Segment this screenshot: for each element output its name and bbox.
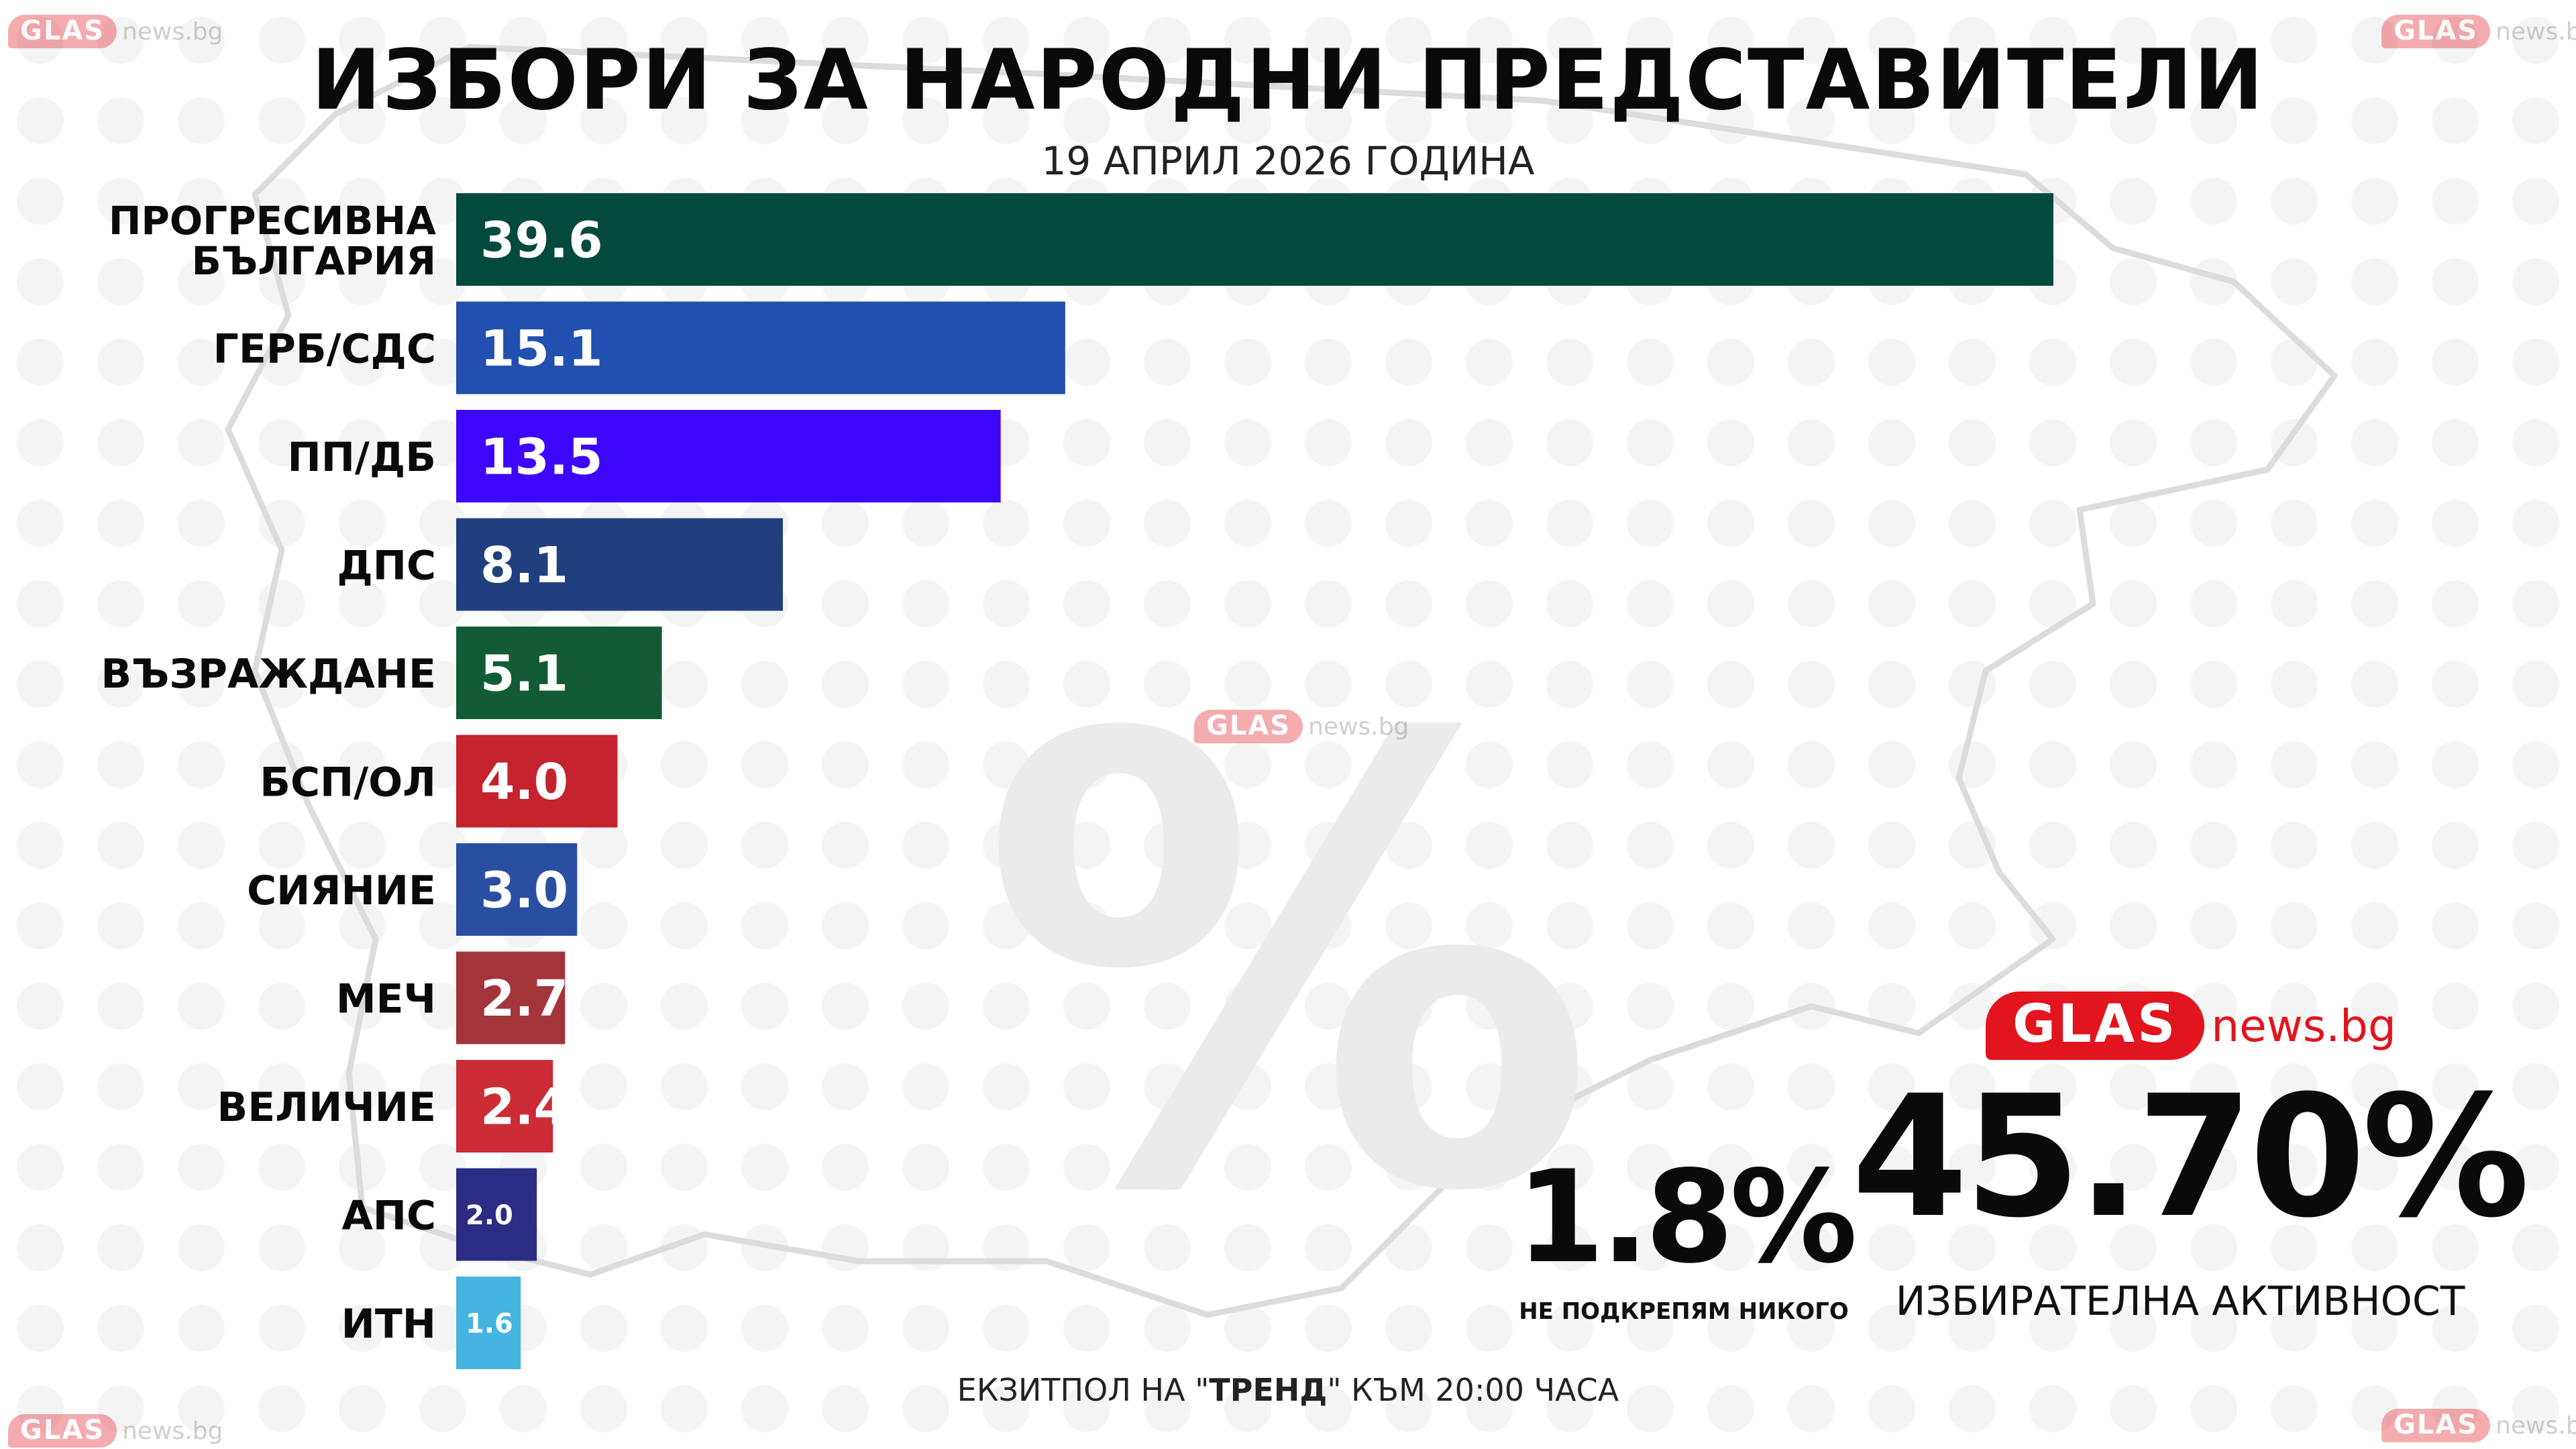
category-label: СИЯНИЕ bbox=[247, 867, 436, 914]
bar-value-label: 8.1 bbox=[480, 537, 568, 594]
category-label: ПП/ДБ bbox=[287, 434, 436, 481]
bar-величие bbox=[456, 1060, 553, 1152]
watermark-logo: GLAS bbox=[8, 1414, 117, 1448]
chart-subtitle: 19 АПРИЛ 2026 ГОДИНА bbox=[1041, 138, 1535, 184]
bar-value-label: 2.4 bbox=[480, 1079, 568, 1136]
percent-watermark: % bbox=[979, 608, 1597, 1326]
none-support-value: 1.8% bbox=[1516, 1143, 1858, 1291]
watermark-logo: GLAS bbox=[8, 15, 117, 48]
bar-value-label: 13.5 bbox=[480, 429, 603, 486]
brand-logo-pill: GLAS bbox=[1986, 991, 2205, 1060]
bar-меч bbox=[456, 951, 566, 1044]
bar-value-label: 4.0 bbox=[480, 753, 568, 811]
bar-пп-дб bbox=[456, 410, 1001, 502]
turnout-value: 45.70% bbox=[1851, 1059, 2530, 1254]
footnote-prefix: ЕКЗИТПОЛ НА " bbox=[957, 1372, 1210, 1408]
bar-value-label: 2.7 bbox=[480, 970, 568, 1028]
bar-value-label: 15.1 bbox=[480, 320, 603, 378]
watermark-bottom-right: GLAS news.bg bbox=[2381, 1409, 2576, 1442]
none-support-label: НЕ ПОДКРЕПЯМ НИКОГО bbox=[1519, 1298, 1849, 1325]
bar-дпс bbox=[456, 518, 784, 611]
watermark-top-right: GLAS news.bg bbox=[2381, 15, 2576, 48]
source-footnote: ЕКЗИТПОЛ НА "ТРЕНД" КЪМ 20:00 ЧАСА bbox=[0, 1372, 2576, 1408]
category-label: ИТН bbox=[341, 1301, 436, 1348]
category-label: ВЕЛИЧИЕ bbox=[217, 1084, 436, 1131]
bar-сияние bbox=[456, 843, 578, 936]
watermark-suffix: news.bg bbox=[122, 1417, 223, 1445]
bar-итн bbox=[456, 1277, 521, 1369]
watermark-top-left: GLAS news.bg bbox=[8, 15, 223, 48]
bar-апс bbox=[456, 1168, 537, 1261]
category-label: ДПС bbox=[337, 543, 436, 590]
watermark-suffix: news.bg bbox=[122, 17, 223, 46]
bar-value-label: 39.6 bbox=[480, 212, 603, 270]
watermark-logo: GLAS bbox=[2381, 15, 2491, 48]
watermark-logo: GLAS bbox=[2381, 1409, 2491, 1442]
category-label: АПС bbox=[341, 1193, 436, 1240]
watermark-logo: GLAS bbox=[1194, 710, 1303, 743]
footnote-source: ТРЕНД bbox=[1209, 1372, 1328, 1408]
watermark-suffix: news.bg bbox=[2496, 17, 2576, 46]
bar-value-label: 1.6 bbox=[466, 1308, 513, 1339]
chart-title: ИЗБОРИ ЗА НАРОДНИ ПРЕДСТАВИТЕЛИ bbox=[311, 32, 2265, 129]
brand-logo: GLAS news.bg bbox=[1986, 991, 2396, 1060]
category-label: ВЪЗРАЖДАНЕ bbox=[101, 651, 436, 698]
footnote-suffix: " КЪМ 20:00 ЧАСА bbox=[1327, 1372, 1619, 1408]
category-label: МЕЧ bbox=[336, 976, 436, 1023]
bar-герб-сдс bbox=[456, 301, 1065, 394]
bar-възраждане bbox=[456, 627, 662, 719]
watermark-bottom-left: GLAS news.bg bbox=[8, 1414, 223, 1448]
category-label: БСП/ОЛ bbox=[260, 759, 436, 806]
category-label: ГЕРБ/СДС bbox=[213, 326, 436, 373]
turnout-label: ИЗБИРАТЕЛНА АКТИВНОСТ bbox=[1895, 1278, 2465, 1325]
watermark-center: GLAS news.bg bbox=[1194, 710, 1409, 743]
bar-value-label: 5.1 bbox=[480, 645, 568, 703]
category-label: ПРОГРЕСИВНА БЪЛГАРИЯ bbox=[109, 198, 436, 284]
bar-value-label: 3.0 bbox=[480, 862, 568, 920]
bar-value-label: 2.0 bbox=[466, 1200, 513, 1231]
watermark-suffix: news.bg bbox=[1308, 712, 1409, 741]
watermark-suffix: news.bg bbox=[2496, 1411, 2576, 1440]
bar-бсп-ол bbox=[456, 735, 618, 828]
brand-logo-suffix: news.bg bbox=[2211, 1000, 2396, 1052]
bar-прогресивна-българия bbox=[456, 193, 2053, 286]
